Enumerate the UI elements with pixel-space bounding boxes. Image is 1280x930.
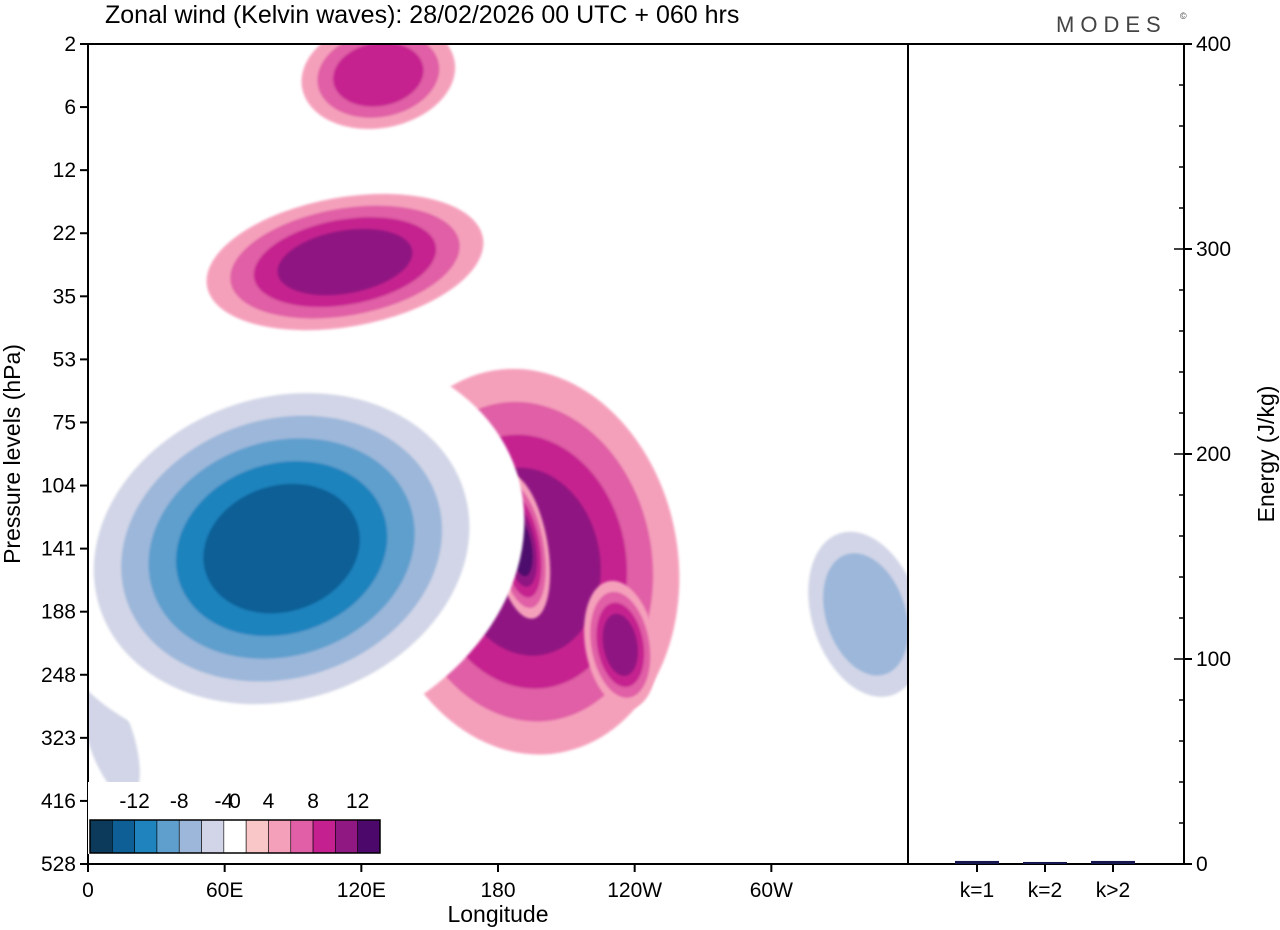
pressure-tick-label: 35 (53, 285, 76, 308)
pressure-tick-label: 75 (53, 411, 76, 434)
energy-frame (907, 43, 1185, 865)
energy-bar-k=2 (1023, 861, 1067, 864)
longitude-tick-label: 120W (607, 879, 662, 902)
colorbar-label: 8 (307, 790, 319, 813)
longitude-tick-label: 120E (337, 879, 386, 902)
energy-bar-k=1 (955, 860, 999, 864)
energy-bar-k>2 (1091, 860, 1135, 864)
longitude-tick-label: 180 (480, 879, 515, 902)
wind-contour-8 (277, 228, 413, 296)
pressure-axis: 2 6 12 22 35 53 75 104 141 188 248 323 416 528 (41, 33, 88, 876)
energy-tick-label: 300 (1196, 238, 1231, 261)
logo-registered-mark: © (1180, 11, 1187, 21)
pressure-tick-label: 12 (53, 159, 76, 182)
pressure-tick-label: 141 (41, 538, 76, 561)
zonal-wind-heatmap (88, 44, 908, 841)
energy-tick-label: 400 (1196, 33, 1231, 56)
colorbar-swatch (268, 819, 292, 854)
energy-tick-label: 100 (1196, 648, 1231, 671)
wind-contour--8 (823, 553, 908, 676)
longitude-tick-label: 0 (82, 879, 94, 902)
colorbar-label: 0 (229, 790, 241, 813)
energy-tick-label: 200 (1196, 443, 1231, 466)
modes-logo: MODES (1056, 12, 1167, 37)
pressure-tick-label: 248 (41, 664, 76, 687)
energy-bars: k=1 k=2 k>2 (955, 860, 1135, 902)
wind-anomaly-positive-7 (206, 193, 484, 331)
pressure-tick-label: 22 (53, 222, 76, 245)
colorbar-swatch (89, 819, 113, 854)
colorbar-swatch (156, 819, 180, 854)
colorbar-swatch (357, 819, 381, 854)
wind-contour--6 (88, 677, 140, 799)
energy-category-label: k>2 (1096, 879, 1130, 902)
wind-anomaly-positive-6 (584, 580, 657, 709)
colorbar-swatch (335, 819, 358, 854)
energy-tick-label: 0 (1196, 853, 1208, 876)
colorbar-swatch (290, 819, 314, 854)
wind-contour-8 (602, 613, 638, 676)
colorbar-label: -12 (119, 790, 149, 813)
longitude-axis: 0 60E 120E 180 120W 60W (82, 864, 793, 902)
colorbar-swatch (245, 819, 269, 854)
pressure-tick-label: 6 (64, 96, 76, 119)
pressure-tick-label: 53 (53, 348, 76, 371)
chart-title: Zonal wind (Kelvin waves): 28/02/2026 00… (105, 1, 739, 29)
colorbar-swatch (201, 819, 225, 854)
pressure-tick-label: 528 (41, 853, 76, 876)
wind-anomaly-positive-2 (301, 44, 456, 130)
energy-category-label: k=1 (960, 879, 994, 902)
colorbar-swatch (223, 819, 247, 854)
colorbar-legend: -12 -8 -40 4 8 12 (88, 782, 382, 854)
colorbar-label: -8 (170, 790, 189, 813)
colorbar-swatch (178, 819, 202, 854)
energy-axis-title: Energy (J/kg) (1253, 386, 1279, 523)
wind-contour--14 (203, 483, 360, 614)
wind-anomaly-negative-9 (88, 347, 525, 750)
wind-anomaly-negative-4 (778, 488, 908, 740)
pressure-tick-label: 104 (41, 475, 76, 498)
colorbar-swatch (134, 819, 158, 854)
y-axis-title: Pressure levels (hPa) (0, 344, 25, 564)
colorbar-frame (89, 819, 381, 854)
colorbar-label: 12 (346, 790, 369, 813)
x-axis-title: Longitude (447, 901, 548, 927)
longitude-tick-label: 60E (206, 879, 243, 902)
energy-category-label: k=2 (1028, 879, 1062, 902)
colorbar-label: 4 (263, 790, 275, 813)
longitude-tick-label: 60W (750, 879, 793, 902)
colorbar-swatch (112, 819, 135, 854)
colorbar-swatch (312, 819, 336, 854)
pressure-tick-label: 416 (41, 790, 76, 813)
wind-contour-6 (333, 44, 424, 107)
energy-axis: 0 100 200 300 400 (1174, 33, 1231, 876)
colorbar-label: -4 (215, 790, 234, 813)
pressure-tick-label: 323 (41, 727, 76, 750)
pressure-tick-label: 2 (64, 33, 76, 56)
pressure-tick-label: 188 (41, 601, 76, 624)
